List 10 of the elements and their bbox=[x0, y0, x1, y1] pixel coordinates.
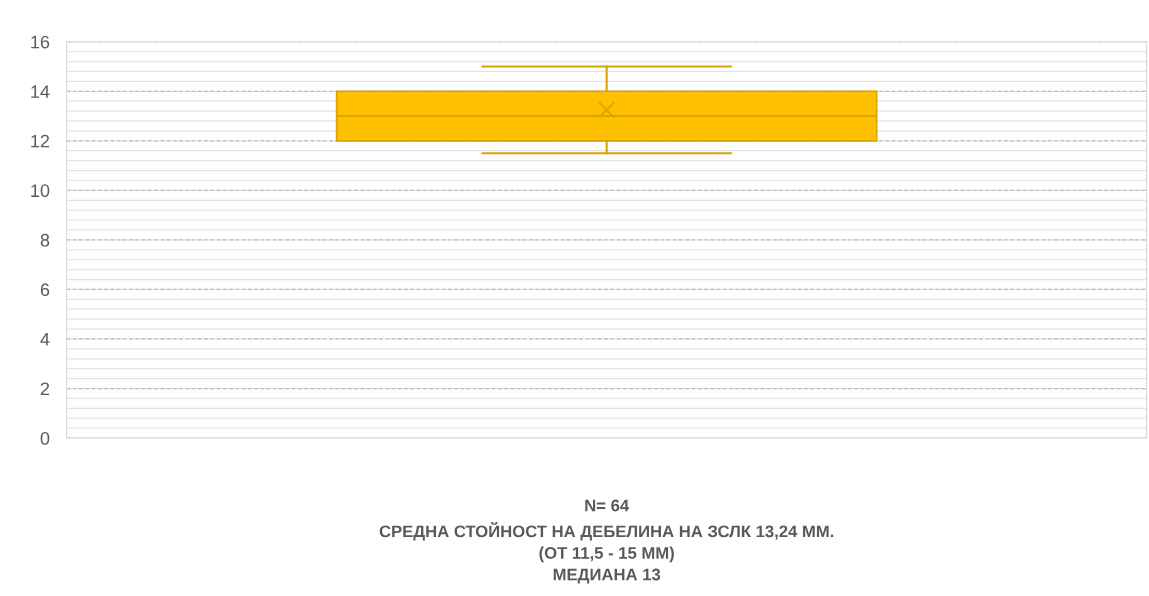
y-tick-label: 0 bbox=[40, 431, 50, 445]
y-tick-label: 14 bbox=[31, 85, 50, 98]
y-tick-label: 10 bbox=[31, 184, 50, 198]
y-tick-label: 16 bbox=[31, 35, 50, 49]
x-axis-title: N= 64 СРЕДНА СТОЙНОСТ НА ДЕБЕЛИНА НА ЗСЛК 13,24 ММ. (ОТ 11,5 - 15 ММ) МЕДИАНА 13 bbox=[379, 499, 834, 584]
y-tick-label: 6 bbox=[40, 283, 50, 297]
y-tick-label: 8 bbox=[40, 233, 50, 247]
y-tick-label: 4 bbox=[40, 333, 50, 346]
y-tick-label: 2 bbox=[40, 382, 50, 396]
y-tick-label: 12 bbox=[31, 134, 50, 148]
